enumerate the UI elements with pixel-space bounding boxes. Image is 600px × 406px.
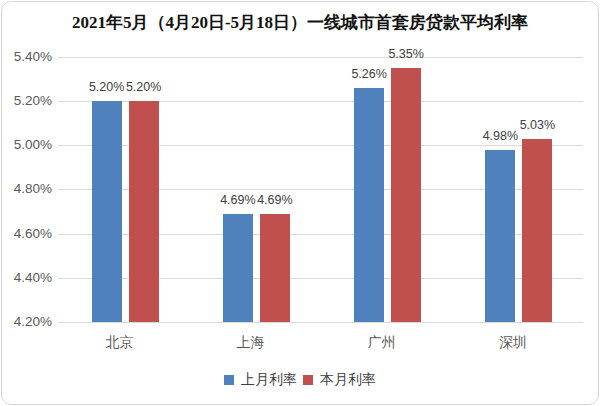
y-axis-label: 4.80% — [0, 181, 52, 196]
bar-本月利率-上海 — [260, 214, 290, 322]
legend-label: 本月利率 — [320, 371, 376, 389]
y-axis-label: 4.40% — [0, 270, 52, 285]
x-axis-label: 广州 — [322, 334, 442, 352]
bar-data-label: 5.35% — [371, 47, 441, 61]
legend-label: 上月利率 — [241, 371, 297, 389]
bar-本月利率-深圳 — [522, 139, 552, 322]
legend-swatch — [224, 375, 234, 385]
bar-data-label: 5.20% — [109, 80, 179, 94]
bar-data-label: 4.69% — [240, 193, 310, 207]
gridline — [58, 322, 583, 323]
x-axis-label: 深圳 — [453, 334, 573, 352]
x-axis-label: 上海 — [190, 334, 310, 352]
y-axis-label: 5.40% — [0, 49, 52, 64]
bar-上月利率-北京 — [92, 101, 122, 322]
bar-本月利率-北京 — [129, 101, 159, 322]
y-axis-label: 5.00% — [0, 137, 52, 152]
legend-item: 本月利率 — [303, 371, 376, 389]
y-axis-label: 4.60% — [0, 226, 52, 241]
bar-上月利率-深圳 — [485, 150, 515, 322]
bar-上月利率-广州 — [354, 88, 384, 322]
legend-item: 上月利率 — [224, 371, 297, 389]
y-axis-label: 4.20% — [0, 314, 52, 329]
gridline — [58, 57, 583, 58]
bar-上月利率-上海 — [223, 214, 253, 322]
legend: 上月利率 本月利率 — [0, 371, 600, 389]
legend-swatch — [303, 375, 313, 385]
bar-data-label: 5.03% — [502, 118, 572, 132]
chart-title: 2021年5月（4月20日-5月18日）一线城市首套房贷款平均利率 — [0, 11, 600, 34]
y-axis-label: 5.20% — [0, 93, 52, 108]
bar-本月利率-广州 — [391, 68, 421, 322]
x-axis-label: 北京 — [59, 334, 179, 352]
